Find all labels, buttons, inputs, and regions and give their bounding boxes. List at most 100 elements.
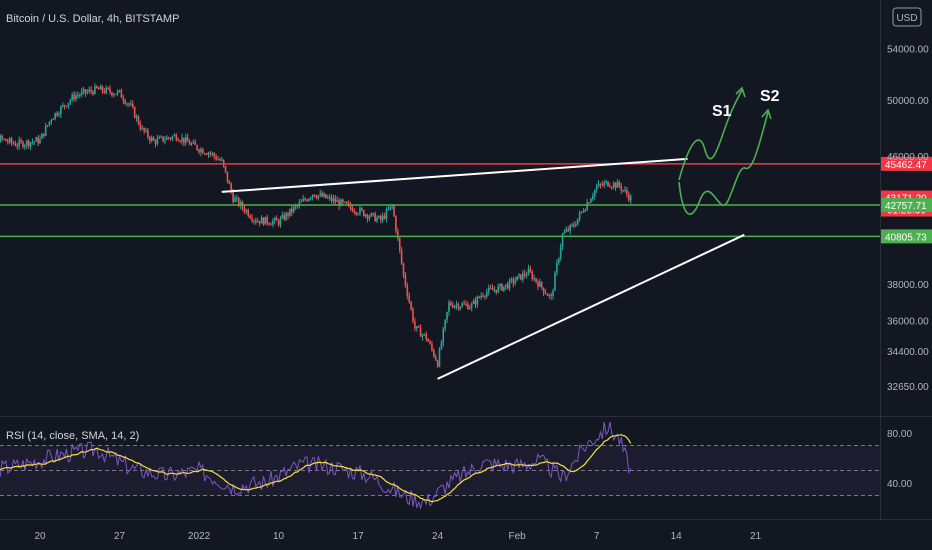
candle-body (431, 343, 433, 350)
candle-body (459, 306, 462, 309)
candle-body (175, 135, 178, 140)
y-tick-label: 32650.00 (887, 382, 929, 393)
candle-body (78, 94, 81, 96)
candle-body (325, 194, 327, 199)
candle-body (37, 137, 39, 144)
candle-body (272, 220, 274, 225)
candle-body (277, 220, 280, 225)
candle-body (219, 159, 221, 161)
candle-body (523, 273, 526, 276)
candle-body (601, 184, 604, 186)
candle-body (147, 130, 149, 138)
candle-body (133, 107, 136, 118)
rsi-label: RSI (14, close, SMA, 14, 2) (6, 430, 139, 442)
candle-body (287, 213, 289, 216)
candle-body (238, 198, 240, 206)
candle-body (510, 279, 513, 281)
candle-body (400, 249, 403, 264)
candle-body (177, 139, 180, 141)
candle-body (88, 89, 91, 92)
candle-body (99, 86, 102, 90)
candle-body (260, 217, 263, 224)
candle-body (321, 193, 323, 197)
candle-body (463, 303, 465, 305)
candle-body (230, 183, 233, 192)
candle-body (118, 90, 121, 92)
candle-body (565, 229, 568, 232)
candle-body (518, 274, 520, 277)
candle-body (540, 281, 543, 288)
candle-body (298, 202, 301, 206)
candle-body (480, 295, 482, 298)
candle-body (137, 116, 140, 125)
candle-body (550, 294, 552, 296)
candle-body (349, 203, 352, 208)
currency-label: USD (896, 13, 917, 24)
candle-body (139, 124, 142, 129)
candle-body (273, 217, 276, 221)
candle-body (44, 126, 47, 136)
candle-body (150, 137, 153, 141)
candle-body (616, 181, 619, 188)
axes: 54000.00 50000.00 46000.00 38000.00 36000.00… (34, 44, 929, 542)
candle-body (486, 292, 488, 297)
candle-body (357, 213, 359, 215)
y-tick-label: 46000.00 (887, 152, 929, 163)
candle-body (54, 113, 56, 119)
candle-body (489, 287, 492, 289)
candle-body (499, 284, 501, 287)
candle-body (417, 326, 420, 328)
x-tick-label: 17 (353, 531, 365, 542)
candle-body (67, 102, 70, 107)
candle-body (539, 281, 541, 287)
candle-body (253, 220, 255, 222)
candle-body (258, 221, 261, 224)
candle-body (101, 86, 104, 92)
candle-body (313, 194, 316, 197)
candle-body (167, 137, 170, 139)
x-tick-label: Feb (509, 531, 527, 542)
candle-body (412, 309, 414, 322)
candle-body (207, 153, 210, 155)
candle-body (205, 153, 208, 155)
candle-body (270, 224, 272, 226)
candle-body (444, 319, 446, 329)
candle-body (554, 272, 556, 291)
annotation-s1: S1 (712, 103, 732, 120)
candle-body (569, 225, 571, 231)
candle-body (249, 216, 251, 218)
candle-body (39, 138, 41, 144)
candle-body (302, 198, 304, 202)
y-tick-label: 54000.00 (887, 44, 929, 55)
candle-body (268, 223, 270, 225)
candle-body (300, 201, 303, 203)
candle-body (556, 263, 558, 273)
candle-body (164, 139, 166, 142)
candle-body (60, 106, 62, 115)
candle-body (503, 286, 505, 291)
candle-body (285, 213, 287, 220)
candle-body (364, 214, 367, 217)
x-tick-label: 10 (273, 531, 285, 542)
candle-body (14, 143, 17, 146)
candle-body (355, 212, 357, 214)
candle-body (408, 295, 410, 302)
candle-body (308, 198, 310, 201)
candle-body (620, 185, 623, 191)
candle-body (86, 91, 89, 94)
candle-body (497, 286, 499, 293)
candle-body (372, 213, 375, 215)
candle-body (10, 138, 13, 143)
candle-body (557, 258, 560, 264)
candle-body (472, 300, 475, 304)
candle-body (107, 87, 109, 89)
candle-body (559, 246, 562, 259)
currency-badge[interactable]: USD (892, 7, 922, 27)
candle-body (612, 182, 615, 187)
candle-body (65, 106, 68, 108)
candle-body (391, 205, 393, 207)
candle-body (326, 197, 329, 199)
rsi-y-tick-label: 80.00 (887, 429, 912, 440)
annotation-s2: S2 (760, 88, 780, 105)
